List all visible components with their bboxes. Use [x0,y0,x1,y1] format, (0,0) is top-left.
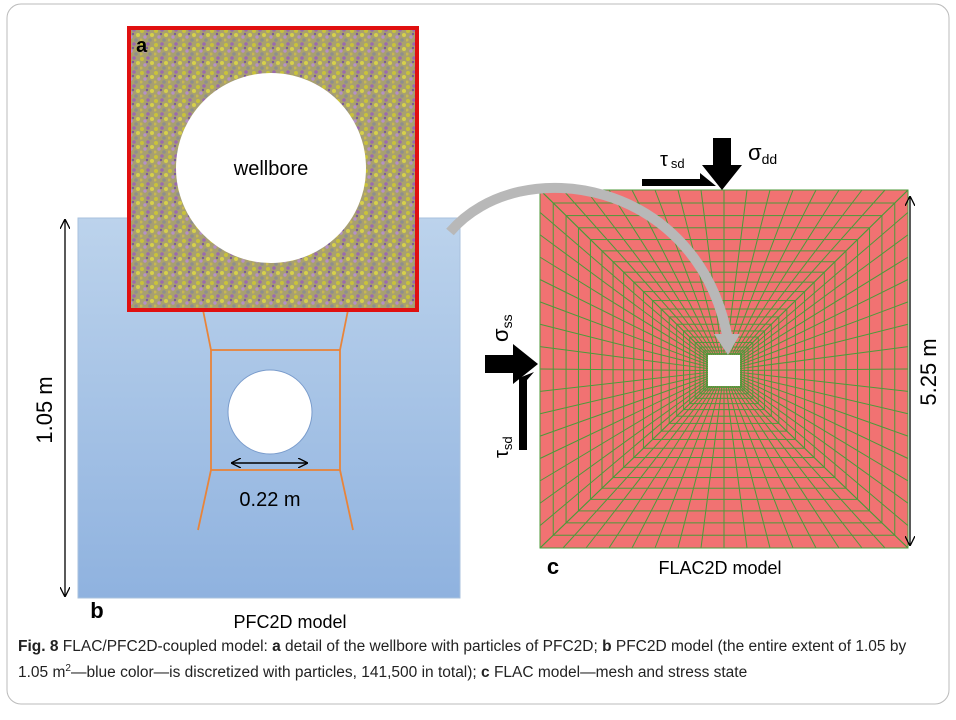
diameter-label: 0.22 m [239,489,300,511]
caption-text: b [602,638,611,655]
figure: 1.05 m 0.22 m b PFC2D model wellbore a 5… [0,0,956,720]
height-label: 1.05 m [32,376,57,443]
hole-label: wellbore [233,158,308,180]
caption-text: FLAC model—mesh and stress state [490,664,748,681]
panel-label: a [136,35,148,57]
panel-title: PFC2D model [233,612,346,632]
mesh-hole [708,355,740,386]
panel-label: c [547,554,559,579]
caption-text: a [272,638,281,655]
stress-label: σdd [748,140,777,167]
height-label: 5.25 m [916,338,941,405]
figure-page: 1.05 m 0.22 m b PFC2D model wellbore a 5… [0,0,956,720]
stress-label: τsd [491,436,515,458]
stress-label: σss [488,314,515,342]
caption-text: FLAC/PFC2D-coupled model: [58,638,272,655]
caption: Fig. 8 FLAC/PFC2D-coupled model: a detai… [18,636,938,684]
figure-number: Fig. 8 [18,638,58,655]
panel-label: b [90,598,103,623]
wellbore-small [228,370,312,454]
flac-mesh [540,190,908,548]
caption-text: c [481,664,490,681]
panel-title: FLAC2D model [658,558,781,578]
caption-text: detail of the wellbore with particles of… [281,638,602,655]
caption-text: —blue color—is discretized with particle… [71,664,481,681]
